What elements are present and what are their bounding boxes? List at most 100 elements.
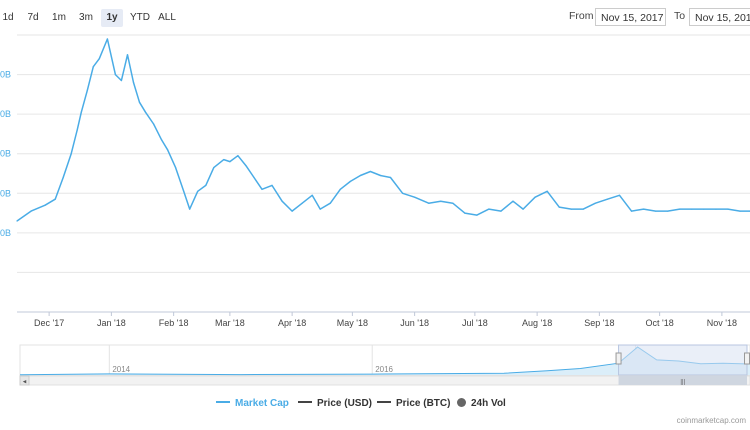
data-point (167, 149, 169, 151)
x-tick-label: Jun '18 (400, 318, 429, 328)
data-point (237, 155, 239, 157)
data-point (213, 167, 215, 169)
data-point (522, 208, 524, 210)
y-tick-label: 0B (0, 149, 11, 159)
data-point (369, 170, 371, 173)
from-label: From (569, 10, 594, 22)
data-point (98, 58, 100, 60)
data-point (62, 176, 64, 179)
market-cap-series-line[interactable] (16, 38, 750, 222)
range-button-ytd[interactable]: YTD (130, 12, 150, 23)
scrollbar-grip-icon: ||| (680, 380, 685, 386)
range-button-7d[interactable]: 7d (27, 12, 39, 23)
data-point (70, 153, 72, 155)
data-point (715, 208, 717, 210)
data-point (301, 202, 303, 204)
range-button-1d[interactable]: 1d (2, 12, 14, 23)
data-point (512, 200, 514, 202)
x-tick-label: Aug '18 (522, 318, 552, 328)
legend-label: 24h Vol (471, 398, 506, 409)
data-point (175, 167, 177, 169)
legend-line-icon (298, 401, 312, 404)
x-tick-label: Mar '18 (215, 318, 245, 328)
data-point (126, 54, 129, 56)
navigator: 201420162018 ◂ ||| (19, 344, 750, 386)
data-point (359, 174, 361, 177)
scrollbar-left-arrow-button[interactable] (19, 375, 30, 386)
data-point (402, 192, 404, 194)
legend-line-icon (377, 401, 391, 404)
data-point (464, 212, 466, 214)
y-tick-label: 0B (0, 228, 11, 238)
data-point (440, 200, 442, 202)
data-point (500, 210, 502, 212)
x-axis-labels: Dec '17 Jan '18 Feb '18 Mar '18 Apr '18 May '… (34, 318, 737, 328)
range-button-1m[interactable]: 1m (52, 12, 66, 23)
data-point (253, 176, 255, 179)
data-point (703, 208, 705, 210)
data-point (86, 89, 88, 91)
data-point (570, 208, 572, 210)
grid-lines (17, 34, 750, 273)
range-button-1y[interactable]: 1y (101, 9, 123, 27)
y-tick-label: 0B (0, 109, 11, 119)
x-tick-label: Nov '18 (707, 318, 737, 328)
legend-item-price-usd[interactable]: Price (USD) (298, 398, 372, 409)
navigator-left-handle[interactable] (615, 352, 622, 365)
to-date-input[interactable]: Nov 15, 2018 (689, 8, 750, 26)
data-point (161, 139, 163, 141)
data-point (80, 111, 82, 113)
range-button-3m[interactable]: 3m (79, 12, 93, 23)
data-point (727, 208, 729, 210)
legend-line-icon (216, 401, 230, 404)
x-tick-label: Jul '18 (462, 318, 488, 328)
data-point (679, 208, 681, 210)
data-point (349, 180, 351, 182)
x-tick-label: Sep '18 (584, 318, 614, 328)
data-point (16, 220, 18, 222)
range-button-all[interactable]: ALL (158, 12, 176, 23)
x-tick-label: May '18 (337, 318, 368, 328)
legend-dot-icon (457, 397, 466, 407)
y-tick-label: 0B (0, 70, 11, 80)
data-point (414, 196, 416, 198)
data-point (558, 206, 560, 208)
data-point (546, 190, 548, 192)
data-point (319, 208, 321, 210)
x-tick-label: Jan '18 (97, 318, 126, 328)
legend-label: Price (BTC) (396, 398, 451, 409)
data-point (630, 210, 633, 212)
data-point (534, 196, 536, 198)
data-point (271, 184, 273, 186)
data-point (197, 190, 199, 192)
data-point (205, 184, 207, 186)
legend-item-24h-vol[interactable]: 24h Vol (457, 397, 506, 409)
market-cap-chart: 0B 0B 0B 0B 0B Dec '17 Jan '18 Feb '18 Mar '18 A… (0, 34, 750, 386)
x-tick-label: Dec '17 (34, 318, 64, 328)
data-point (144, 111, 147, 113)
scrollbar-left-arrow-icon: ◂ (23, 379, 27, 386)
from-date-input[interactable]: Nov 15, 2017 (595, 8, 666, 26)
navigator-year-label: 2016 (375, 365, 393, 374)
legend-item-market-cap[interactable]: Market Cap (216, 398, 289, 409)
data-point (488, 208, 490, 210)
navigator-selected-range[interactable] (618, 344, 748, 376)
data-point (379, 174, 382, 177)
data-point (389, 176, 392, 179)
x-axis-ticks (48, 312, 723, 316)
legend-item-price-btc[interactable]: Price (BTC) (377, 398, 450, 409)
x-tick-label: Oct '18 (646, 318, 674, 328)
data-point (114, 74, 116, 76)
data-point (106, 38, 108, 40)
data-point (311, 194, 313, 196)
data-point (120, 79, 122, 82)
data-point (428, 202, 430, 204)
navigator-year-label: 2014 (112, 365, 130, 374)
legend-label: Price (USD) (317, 398, 373, 409)
navigator-scrollbar-thumb[interactable] (618, 376, 747, 385)
data-point (223, 159, 225, 161)
data-point (92, 66, 94, 68)
x-tick-label: Apr '18 (278, 318, 306, 328)
navigator-right-handle[interactable] (744, 352, 750, 365)
data-point (54, 198, 56, 200)
